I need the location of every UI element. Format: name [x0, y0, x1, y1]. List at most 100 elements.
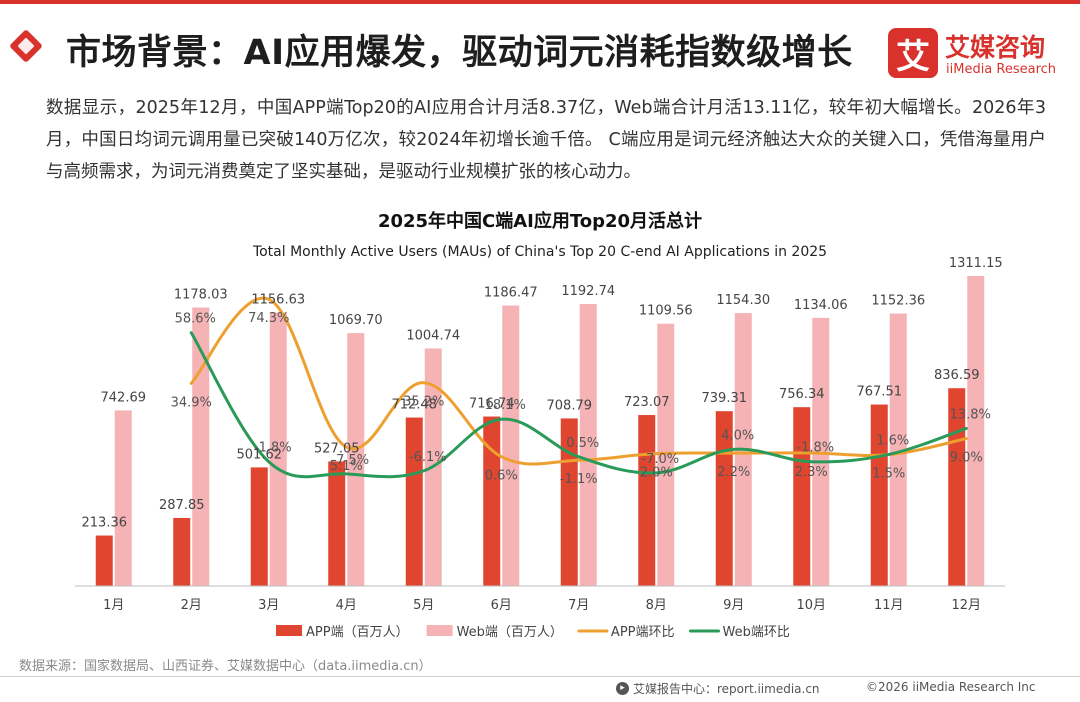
bar-web-12	[967, 276, 985, 586]
x-tick-label-3: 3月	[258, 598, 279, 613]
brand-icon: 艾	[888, 28, 938, 78]
line-web-mom	[189, 331, 968, 479]
x-tick-label-12: 12月	[951, 598, 981, 613]
brand-name-cn: 艾媒咨询	[945, 33, 1046, 62]
label-app-mom-5: 35.2%	[403, 395, 444, 410]
x-tick-label-7: 7月	[568, 598, 589, 613]
label-web-mom-10: -1.8%	[796, 441, 834, 456]
label-app-mom-12: 9.0%	[950, 451, 983, 466]
x-tick-label-10: 10月	[796, 598, 826, 613]
label-app-mom-11: 1.5%	[872, 467, 905, 482]
label-app-mom-10: 2.3%	[795, 465, 828, 480]
label-app-mom-2: 34.9%	[171, 395, 212, 410]
label-web-value-12: 1311.15	[949, 256, 1003, 271]
report-center: ▸ 艾媒报告中心：report.iimedia.cn	[616, 680, 820, 697]
label-app-value-7: 708.79	[547, 398, 593, 413]
label-web-value-8: 1109.56	[639, 304, 693, 319]
x-tick-label-5: 5月	[413, 598, 434, 613]
label-web-value-2: 1178.03	[174, 287, 228, 302]
bar-app-2	[173, 517, 191, 586]
x-tick-label-8: 8月	[646, 598, 667, 613]
label-app-value-10: 756.34	[779, 387, 825, 402]
bar-app-4	[328, 461, 346, 586]
bar-web-4	[347, 333, 365, 586]
legend-swatch-1	[276, 625, 302, 636]
label-web-value-3: 1156.63	[251, 293, 305, 308]
x-tick-label-2: 2月	[181, 598, 202, 613]
brand-logo: 艾 艾媒咨询 iiMedia Research	[888, 28, 1060, 80]
label-app-value-12: 836.59	[934, 368, 980, 383]
label-web-mom-4: -7.5%	[331, 453, 369, 468]
label-app-mom-4: 5.1%	[330, 459, 363, 474]
legend-label-4: Web端环比	[723, 625, 790, 640]
legend-label-1: APP端（百万人）	[306, 625, 409, 640]
brand-name-en: iiMedia Research	[946, 62, 1057, 77]
bar-web-3	[269, 312, 287, 586]
label-web-value-10: 1134.06	[794, 298, 848, 313]
label-app-value-5: 712.48	[392, 398, 438, 413]
x-tick-label-9: 9月	[723, 598, 744, 613]
label-app-mom-6: 0.6%	[485, 469, 518, 484]
legend-swatch-2	[426, 625, 453, 636]
copyright: ©2026 iiMedia Research Inc	[866, 680, 1036, 694]
label-app-value-11: 767.51	[857, 385, 903, 400]
x-tick-label-11: 11月	[874, 598, 904, 613]
page-title: 市场背景：AI应用爆发，驱动词元消耗指数级增长	[66, 33, 853, 73]
data-source: 数据来源：国家数据局、山西证券、艾媒数据中心（data.iimedia.cn）	[19, 659, 432, 674]
label-app-mom-7: -1.1%	[560, 472, 598, 487]
report-center-link[interactable]: 艾媒报告中心：report.iimedia.cn	[633, 682, 820, 696]
bar-app-9	[715, 411, 733, 586]
bar-app-10	[793, 407, 811, 586]
label-web-mom-11: 1.6%	[876, 433, 909, 448]
bar-web-7	[579, 304, 597, 586]
label-web-mom-9: 4.0%	[721, 428, 754, 443]
bar-app-8	[638, 415, 656, 586]
label-web-value-7: 1192.74	[561, 284, 615, 299]
label-app-mom-3: 74.3%	[248, 311, 289, 326]
x-tick-label-4: 4月	[336, 598, 357, 613]
line-app-mom	[189, 296, 968, 466]
intro-paragraph: 数据显示，2025年12月，中国APP端Top20的AI应用合计月活8.37亿，…	[46, 98, 1046, 182]
label-web-mom-5: -6.1%	[409, 450, 447, 465]
label-web-value-5: 1004.74	[406, 328, 460, 343]
label-app-value-3: 501.62	[237, 447, 283, 462]
label-web-mom-2: 58.6%	[175, 312, 216, 327]
chart-title: 2025年中国C端AI应用Top20月活总计	[377, 211, 703, 232]
label-web-mom-12: 13.8%	[950, 407, 991, 422]
label-web-value-4: 1069.70	[329, 313, 383, 328]
bar-app-3	[250, 467, 268, 586]
bar-app-11	[870, 404, 888, 586]
bar-web-11	[889, 313, 907, 586]
label-app-mom-8: 2.0%	[640, 466, 673, 481]
label-web-mom-8: -7.0%	[641, 452, 679, 467]
label-web-mom-7: 0.5%	[566, 436, 599, 451]
x-tick-label-6: 6月	[491, 598, 512, 613]
chart-subtitle: Total Monthly Active Users (MAUs) of Chi…	[252, 244, 828, 260]
label-app-value-8: 723.07	[624, 395, 670, 410]
diamond-logo-icon	[10, 30, 42, 62]
label-web-value-6: 1186.47	[484, 285, 538, 300]
legend-label-3: APP端环比	[611, 625, 675, 640]
footer-divider	[0, 676, 1080, 677]
label-app-value-6: 716.74	[469, 397, 515, 412]
label-app-value-4: 527.05	[314, 441, 360, 456]
bar-app-5	[405, 417, 423, 586]
bar-web-6	[502, 305, 520, 586]
bar-web-1	[114, 410, 132, 586]
top-accent-bar	[0, 0, 1080, 4]
label-app-value-1: 213.36	[82, 516, 128, 531]
label-app-value-9: 739.31	[702, 391, 748, 406]
label-web-mom-3: -1.8%	[254, 441, 292, 456]
label-web-value-9: 1154.30	[716, 293, 770, 308]
label-app-mom-9: 2.2%	[717, 465, 750, 480]
legend-label-2: Web端（百万人）	[457, 625, 563, 640]
bar-web-8	[657, 323, 675, 586]
x-tick-label-1: 1月	[103, 598, 124, 613]
bar-app-6	[483, 416, 501, 586]
bar-app-12	[948, 388, 966, 586]
bar-app-1	[95, 535, 113, 586]
label-web-mom-6: 18.1%	[485, 398, 526, 413]
report-center-icon: ▸	[616, 682, 629, 695]
label-web-value-11: 1152.36	[871, 294, 925, 309]
